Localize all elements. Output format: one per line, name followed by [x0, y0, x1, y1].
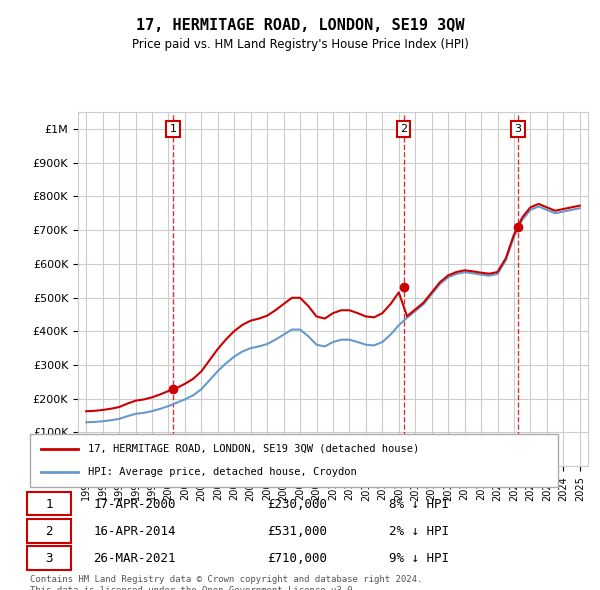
Text: 2: 2 — [45, 525, 53, 538]
Text: £531,000: £531,000 — [268, 525, 328, 538]
FancyBboxPatch shape — [30, 434, 558, 487]
Text: 9% ↓ HPI: 9% ↓ HPI — [389, 552, 449, 565]
Text: 26-MAR-2021: 26-MAR-2021 — [94, 552, 176, 565]
FancyBboxPatch shape — [28, 546, 71, 569]
Text: 1: 1 — [170, 124, 177, 134]
Text: Contains HM Land Registry data © Crown copyright and database right 2024.
This d: Contains HM Land Registry data © Crown c… — [30, 575, 422, 590]
Text: 1: 1 — [45, 498, 53, 511]
Text: 2: 2 — [400, 124, 407, 134]
Text: HPI: Average price, detached house, Croydon: HPI: Average price, detached house, Croy… — [88, 467, 357, 477]
Text: 3: 3 — [45, 552, 53, 565]
Text: £710,000: £710,000 — [268, 552, 328, 565]
Text: 2% ↓ HPI: 2% ↓ HPI — [389, 525, 449, 538]
Text: 3: 3 — [514, 124, 521, 134]
Text: 16-APR-2014: 16-APR-2014 — [94, 525, 176, 538]
Text: Price paid vs. HM Land Registry's House Price Index (HPI): Price paid vs. HM Land Registry's House … — [131, 38, 469, 51]
Text: £230,000: £230,000 — [268, 498, 328, 511]
FancyBboxPatch shape — [28, 519, 71, 543]
Text: 17, HERMITAGE ROAD, LONDON, SE19 3QW: 17, HERMITAGE ROAD, LONDON, SE19 3QW — [136, 18, 464, 32]
Text: 17-APR-2000: 17-APR-2000 — [94, 498, 176, 511]
FancyBboxPatch shape — [28, 492, 71, 516]
Text: 17, HERMITAGE ROAD, LONDON, SE19 3QW (detached house): 17, HERMITAGE ROAD, LONDON, SE19 3QW (de… — [88, 444, 419, 454]
Text: 8% ↓ HPI: 8% ↓ HPI — [389, 498, 449, 511]
